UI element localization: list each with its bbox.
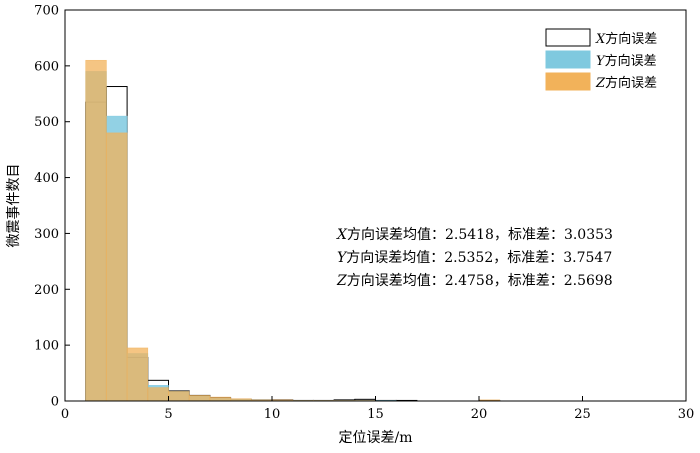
bar bbox=[188, 395, 211, 402]
bar bbox=[85, 59, 107, 402]
stat-line-z-rest: 方向误差均值：2.4758，标准差：2.5698 bbox=[347, 273, 613, 289]
x-tick-label: 0 bbox=[61, 407, 69, 422]
y-tick-label: 600 bbox=[34, 59, 59, 74]
bar bbox=[126, 347, 149, 402]
plot-frame bbox=[64, 9, 687, 402]
legend-label-x-rest: 方向误差 bbox=[605, 31, 657, 47]
bar bbox=[168, 391, 190, 402]
legend-swatch-y bbox=[545, 50, 591, 69]
bar bbox=[147, 387, 169, 402]
stat-line-x-italic: X bbox=[336, 227, 348, 243]
stat-line-y-rest: 方向误差均值：2.5352，标准差：3.7547 bbox=[346, 250, 612, 266]
y-tick-label: 0 bbox=[51, 395, 59, 410]
legend-label-z-rest: 方向误差 bbox=[605, 75, 657, 91]
stat-line-z: Z方向误差均值：2.4758，标准差：2.5698 bbox=[336, 273, 613, 289]
x-axis-title: 定位误差/m bbox=[339, 430, 413, 446]
stat-line-z-italic: Z bbox=[336, 273, 347, 289]
x-tick-label: 10 bbox=[264, 407, 281, 422]
legend-label-z: Z方向误差 bbox=[595, 75, 657, 91]
y-tick-label: 700 bbox=[34, 4, 59, 19]
x-tick-label: 20 bbox=[471, 407, 488, 422]
bars-layer bbox=[85, 59, 501, 402]
stat-line-y: Y方向误差均值：2.5352，标准差：3.7547 bbox=[337, 250, 612, 266]
y-tick-label: 300 bbox=[34, 227, 59, 242]
x-tick-label: 30 bbox=[678, 407, 695, 422]
legend-swatch-x bbox=[545, 28, 591, 47]
x-tick-label: 25 bbox=[574, 407, 591, 422]
legend-label-y: Y方向误差 bbox=[596, 53, 657, 69]
y-tick-label: 100 bbox=[34, 339, 59, 354]
legend-label-y-italic: Y bbox=[596, 54, 606, 69]
legend: X方向误差 Y方向误差 Z方向误差 bbox=[545, 28, 657, 91]
x-tick-label: 15 bbox=[367, 407, 384, 422]
legend-label-x-italic: X bbox=[595, 32, 606, 47]
stat-line-y-italic: Y bbox=[337, 250, 348, 266]
bar bbox=[209, 396, 231, 402]
stat-line-x: X方向误差均值：2.5418，标准差：3.0353 bbox=[336, 227, 613, 243]
bar bbox=[106, 132, 128, 402]
y-tick-label: 400 bbox=[34, 171, 59, 186]
y-axis-title: 微震事件数目 bbox=[6, 164, 22, 248]
legend-label-y-rest: 方向误差 bbox=[605, 53, 657, 69]
legend-swatch-z bbox=[545, 72, 591, 91]
y-tick-label: 200 bbox=[34, 283, 59, 298]
series-3 bbox=[85, 59, 501, 402]
legend-label-z-italic: Z bbox=[595, 76, 606, 91]
stat-line-x-rest: 方向误差均值：2.5418，标准差：3.0353 bbox=[347, 227, 613, 243]
stats-annotation: X方向误差均值：2.5418，标准差：3.0353 Y方向误差均值：2.5352… bbox=[336, 227, 613, 289]
x-tick-label: 5 bbox=[164, 407, 172, 422]
legend-label-x: X方向误差 bbox=[595, 31, 657, 47]
y-tick-label: 500 bbox=[34, 115, 59, 130]
